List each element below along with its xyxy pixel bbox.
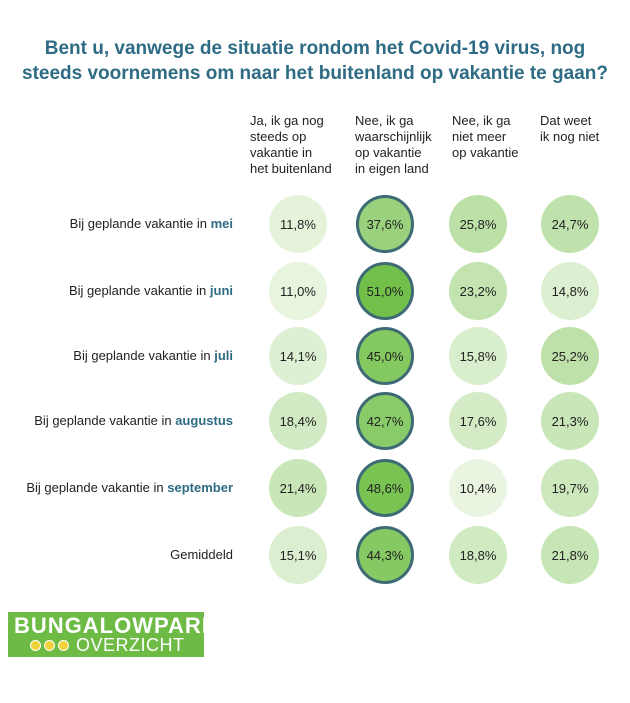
row-label-prefix: Bij geplande vakantie in (26, 480, 168, 495)
value-bubble: 48,6% (356, 459, 414, 517)
row-label: Gemiddeld (0, 547, 233, 563)
row-label-prefix: Bij geplande vakantie in (68, 283, 210, 298)
row-label: Bij geplande vakantie in september (0, 480, 233, 496)
row-label-month: mei (210, 216, 233, 231)
column-header: Dat weet ik nog niet (540, 113, 630, 145)
row-label-prefix: Bij geplande vakantie in (34, 413, 176, 428)
row-label: Bij geplande vakantie in augustus (0, 413, 233, 429)
title-line-1: Bent u, vanwege de situatie rondom het C… (44, 38, 586, 59)
column-header-line: op vakantie (355, 145, 422, 160)
logo-line-2: OVERZICHT (76, 635, 185, 655)
column-header-line: Ja, ik ga nog (250, 113, 324, 128)
logo-line-1: BUNGALOWPARK (14, 613, 219, 638)
value-bubble: 24,7% (541, 195, 599, 253)
logo-dot-icon (44, 640, 55, 651)
column-header: Nee, ik ga niet meer op vakantie (452, 113, 548, 161)
column-header-line: Dat weet (540, 113, 592, 128)
value-bubble: 18,4% (269, 392, 327, 450)
value-bubble: 37,6% (356, 195, 414, 253)
row-label-month: juli (214, 348, 233, 363)
value-bubble: 15,1% (269, 526, 327, 584)
logo-dot-icon (58, 640, 69, 651)
value-bubble: 21,8% (541, 526, 599, 584)
value-bubble: 44,3% (356, 526, 414, 584)
row-label-text: Gemiddeld (170, 547, 233, 562)
column-header-line: ik nog niet (540, 129, 600, 144)
row-label-month: augustus (175, 413, 233, 428)
column-header: Nee, ik ga waarschijnlijk op vakantie in ei… (355, 113, 451, 177)
chart-title: Bent u, vanwege de situatie rondom het C… (0, 36, 630, 86)
value-bubble: 21,3% (541, 392, 599, 450)
column-header-line: het buitenland (250, 161, 332, 176)
row-label: Bij geplande vakantie in mei (0, 216, 233, 232)
title-line-2: steeds voornemens om naar het buitenland… (22, 63, 608, 84)
row-label-month: september (167, 480, 233, 495)
row-label: Bij geplande vakantie in juli (0, 348, 233, 364)
value-bubble: 25,8% (449, 195, 507, 253)
value-bubble: 21,4% (269, 459, 327, 517)
value-bubble: 17,6% (449, 392, 507, 450)
value-bubble: 18,8% (449, 526, 507, 584)
value-bubble: 14,1% (269, 327, 327, 385)
logo-dots (30, 640, 69, 651)
row-label-prefix: Bij geplande vakantie in (69, 216, 211, 231)
value-bubble: 42,7% (356, 392, 414, 450)
bungalowpark-logo: BUNGALOWPARK OVERZICHT (8, 612, 218, 657)
column-header-line: waarschijnlijk (355, 129, 432, 144)
value-bubble: 15,8% (449, 327, 507, 385)
value-bubble: 10,4% (449, 459, 507, 517)
row-label: Bij geplande vakantie in juni (0, 283, 233, 299)
value-bubble: 11,8% (269, 195, 327, 253)
column-header-line: Nee, ik ga (355, 113, 414, 128)
value-bubble: 23,2% (449, 262, 507, 320)
value-bubble: 14,8% (541, 262, 599, 320)
column-header-line: steeds op (250, 129, 307, 144)
row-label-prefix: Bij geplande vakantie in (73, 348, 215, 363)
value-bubble: 25,2% (541, 327, 599, 385)
column-header-line: vakantie in (250, 145, 313, 160)
value-bubble: 45,0% (356, 327, 414, 385)
value-bubble: 11,0% (269, 262, 327, 320)
logo-dot-icon (30, 640, 41, 651)
column-header-line: Nee, ik ga (452, 113, 511, 128)
value-bubble: 19,7% (541, 459, 599, 517)
row-label-month: juni (209, 283, 233, 298)
column-header-line: op vakantie (452, 145, 519, 160)
column-header-line: in eigen land (355, 161, 429, 176)
column-header: Ja, ik ga nog steeds op vakantie in het bui… (250, 113, 346, 177)
column-header-line: niet meer (452, 129, 507, 144)
value-bubble: 51,0% (356, 262, 414, 320)
